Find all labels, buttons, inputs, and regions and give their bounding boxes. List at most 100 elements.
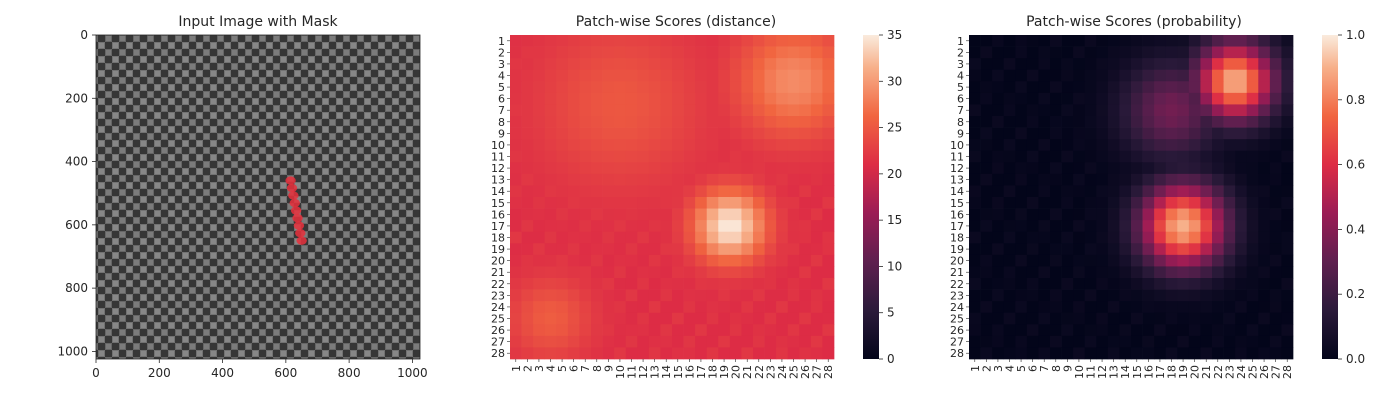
heatmap-cell (1073, 324, 1086, 337)
colorbar-tick-label: 10 (887, 259, 902, 273)
heatmap-cell (1269, 58, 1282, 71)
heatmap-cell (1015, 278, 1028, 290)
heatmap-cell (1269, 139, 1282, 152)
heatmap-cell (637, 208, 650, 221)
heatmap-cell (648, 231, 661, 244)
heatmap-cell (510, 335, 522, 348)
heatmap-cell (648, 58, 661, 71)
heatmap-cell (764, 116, 777, 128)
heatmap-cell (718, 289, 731, 302)
heatmap-cell (1107, 162, 1120, 175)
heatmap-cell (533, 335, 546, 348)
heatmap-cell (544, 301, 557, 314)
heatmap-cell (533, 231, 546, 244)
heatmap-cell (544, 173, 557, 186)
row-label: 3 (957, 58, 964, 71)
heatmap-cell (648, 254, 661, 267)
heatmap-cell (1235, 231, 1248, 244)
heatmap-cell (1003, 254, 1016, 267)
heatmap-cell (980, 127, 993, 140)
heatmap-cell (787, 35, 800, 47)
heatmap-cell (718, 139, 731, 152)
heatmap-cell (1096, 162, 1109, 175)
heatmap-cell (992, 324, 1005, 337)
heatmap-cell (1246, 116, 1259, 128)
heatmap-cell (992, 301, 1005, 314)
heatmap-cell (510, 69, 522, 82)
mask-blob (290, 206, 302, 215)
heatmap-cell (521, 58, 534, 71)
heatmap-cell (1015, 139, 1028, 152)
heatmap-cell (776, 197, 789, 209)
heatmap-cell (591, 243, 603, 256)
heatmap-cell (980, 278, 993, 290)
heatmap-cell (1246, 243, 1259, 256)
heatmap-cell (980, 208, 993, 221)
colorbar-tick-label: 30 (887, 74, 902, 88)
heatmap-cell (980, 243, 993, 256)
heatmap-cell (579, 127, 592, 140)
heatmap-cell (1281, 139, 1294, 152)
heatmap-cell (591, 150, 603, 163)
heatmap-cell (741, 173, 754, 186)
heatmap-cell (980, 92, 993, 105)
heatmap-cell (1223, 254, 1236, 267)
heatmap-cell (1154, 301, 1167, 314)
heatmap-cell (1235, 81, 1248, 94)
heatmap-cell (980, 173, 993, 186)
heatmap-cell (1165, 139, 1178, 152)
heatmap-cell (718, 35, 731, 47)
heatmap-cell (1200, 301, 1213, 314)
heatmap-cell (1061, 46, 1074, 59)
heatmap-cell (1026, 185, 1039, 198)
heatmap-cell (1269, 35, 1282, 47)
heatmap-cell (1212, 104, 1224, 117)
heatmap-cell (1154, 173, 1167, 186)
heatmap-cell (533, 104, 546, 117)
heatmap-cell (718, 69, 731, 82)
heatmap-cell (1188, 312, 1201, 325)
heatmap-cell (1131, 197, 1143, 209)
heatmap-cell (591, 289, 603, 302)
heatmap-cell (1188, 243, 1201, 256)
heatmap-cell (695, 104, 708, 117)
heatmap-cell (810, 173, 823, 186)
heatmap-cell (614, 104, 627, 117)
heatmap-cell (521, 208, 534, 221)
heatmap-cell (1281, 312, 1294, 325)
heatmap-cell (810, 58, 823, 71)
heatmap-cell (683, 312, 696, 325)
heatmap-cell (799, 162, 812, 175)
heatmap-cell (521, 81, 534, 94)
heatmap-cell (753, 301, 765, 314)
heatmap-cell (1235, 185, 1248, 198)
heatmap-cell (591, 58, 603, 71)
heatmap-cell (753, 104, 765, 117)
heatmap-cell (683, 324, 696, 337)
heatmap-cell (567, 104, 580, 117)
heatmap-cell (556, 127, 569, 140)
heatmap-cell (992, 312, 1005, 325)
heatmap-cell (1107, 208, 1120, 221)
heatmap-cell (1096, 324, 1109, 337)
heatmap-cell (579, 220, 592, 233)
heatmap-cell (729, 324, 742, 337)
heatmap-cell (787, 347, 800, 360)
heatmap-cell (1281, 116, 1294, 128)
heatmap-cell (544, 335, 557, 348)
heatmap-cell (625, 58, 638, 71)
heatmap-cell (544, 254, 557, 267)
heatmap-cell (683, 46, 696, 59)
heatmap-cell (683, 69, 696, 82)
fabric-image (96, 35, 420, 359)
heatmap-cell (579, 185, 592, 198)
heatmap-cell (637, 162, 650, 175)
heatmap-cell (799, 92, 812, 105)
heatmap-cell (1038, 35, 1051, 47)
row-label: 16 (491, 208, 505, 221)
heatmap-cell (1026, 150, 1039, 163)
heatmap-cell (1026, 69, 1039, 82)
heatmap-cell (1015, 81, 1028, 94)
heatmap-cell (1235, 173, 1248, 186)
heatmap-cell (625, 312, 638, 325)
